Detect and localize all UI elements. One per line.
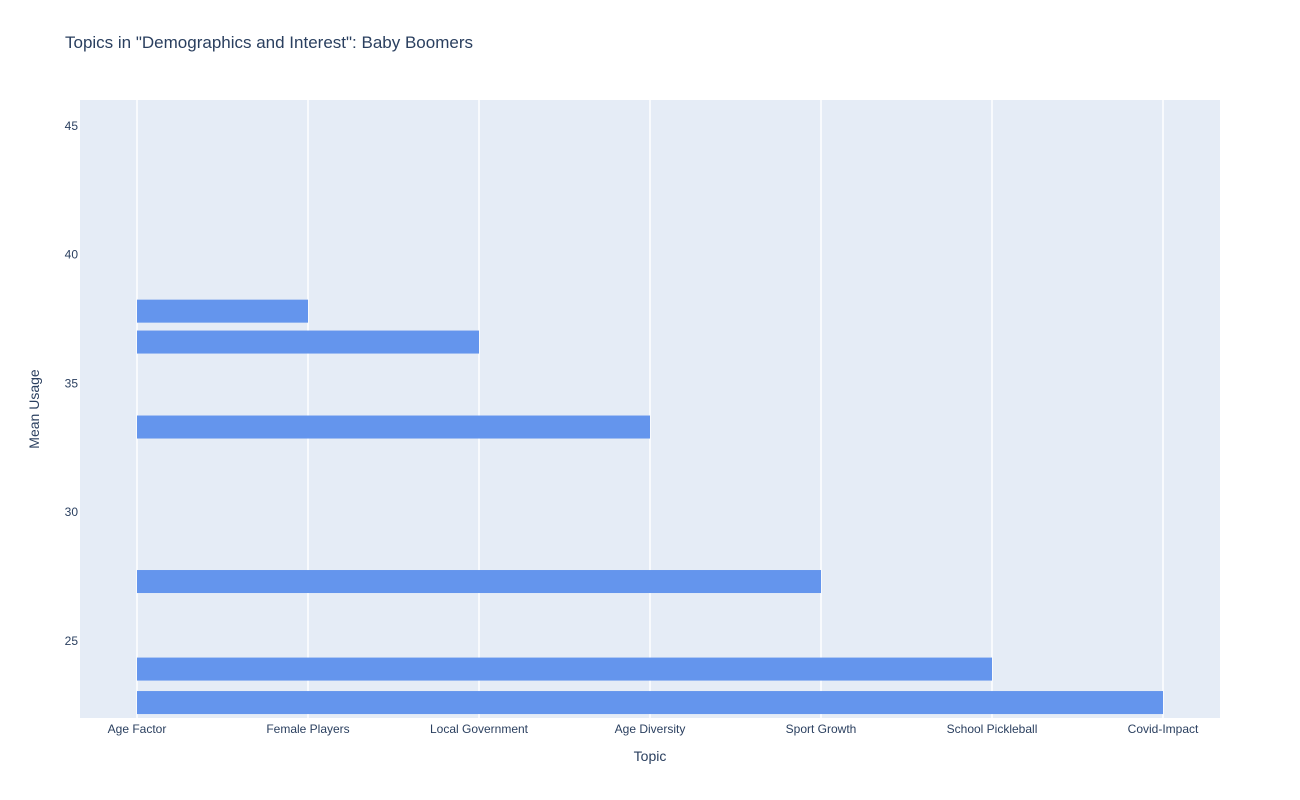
x-axis-title: Topic [634, 748, 667, 764]
x-tick-label: Age Factor [108, 722, 167, 736]
x-tick-label: School Pickleball [947, 722, 1038, 736]
bar [137, 299, 308, 323]
x-tick-label: Sport Growth [786, 722, 857, 736]
x-axis-ticks: Age Factor Female Players Local Government… [108, 722, 1199, 736]
y-tick-label: 35 [65, 376, 79, 390]
y-axis-ticks: 25 30 35 40 45 [65, 119, 79, 648]
y-tick-label: 45 [65, 119, 79, 133]
chart-title: Topics in "Demographics and Interest": B… [65, 33, 473, 52]
x-tick-label: Female Players [266, 722, 349, 736]
x-tick-label: Age Diversity [615, 722, 686, 736]
grid-lines [136, 100, 1164, 718]
x-tick-label: Covid-Impact [1128, 722, 1199, 736]
bar [137, 570, 821, 594]
x-tick-label: Local Government [430, 722, 529, 736]
bar [137, 415, 650, 439]
y-tick-label: 30 [65, 505, 79, 519]
bar [137, 330, 479, 354]
bar [137, 691, 1163, 715]
y-tick-label: 25 [65, 634, 79, 648]
bars [137, 299, 1163, 715]
y-tick-label: 40 [65, 248, 79, 262]
bar [137, 657, 992, 681]
y-axis-title: Mean Usage [26, 369, 42, 449]
